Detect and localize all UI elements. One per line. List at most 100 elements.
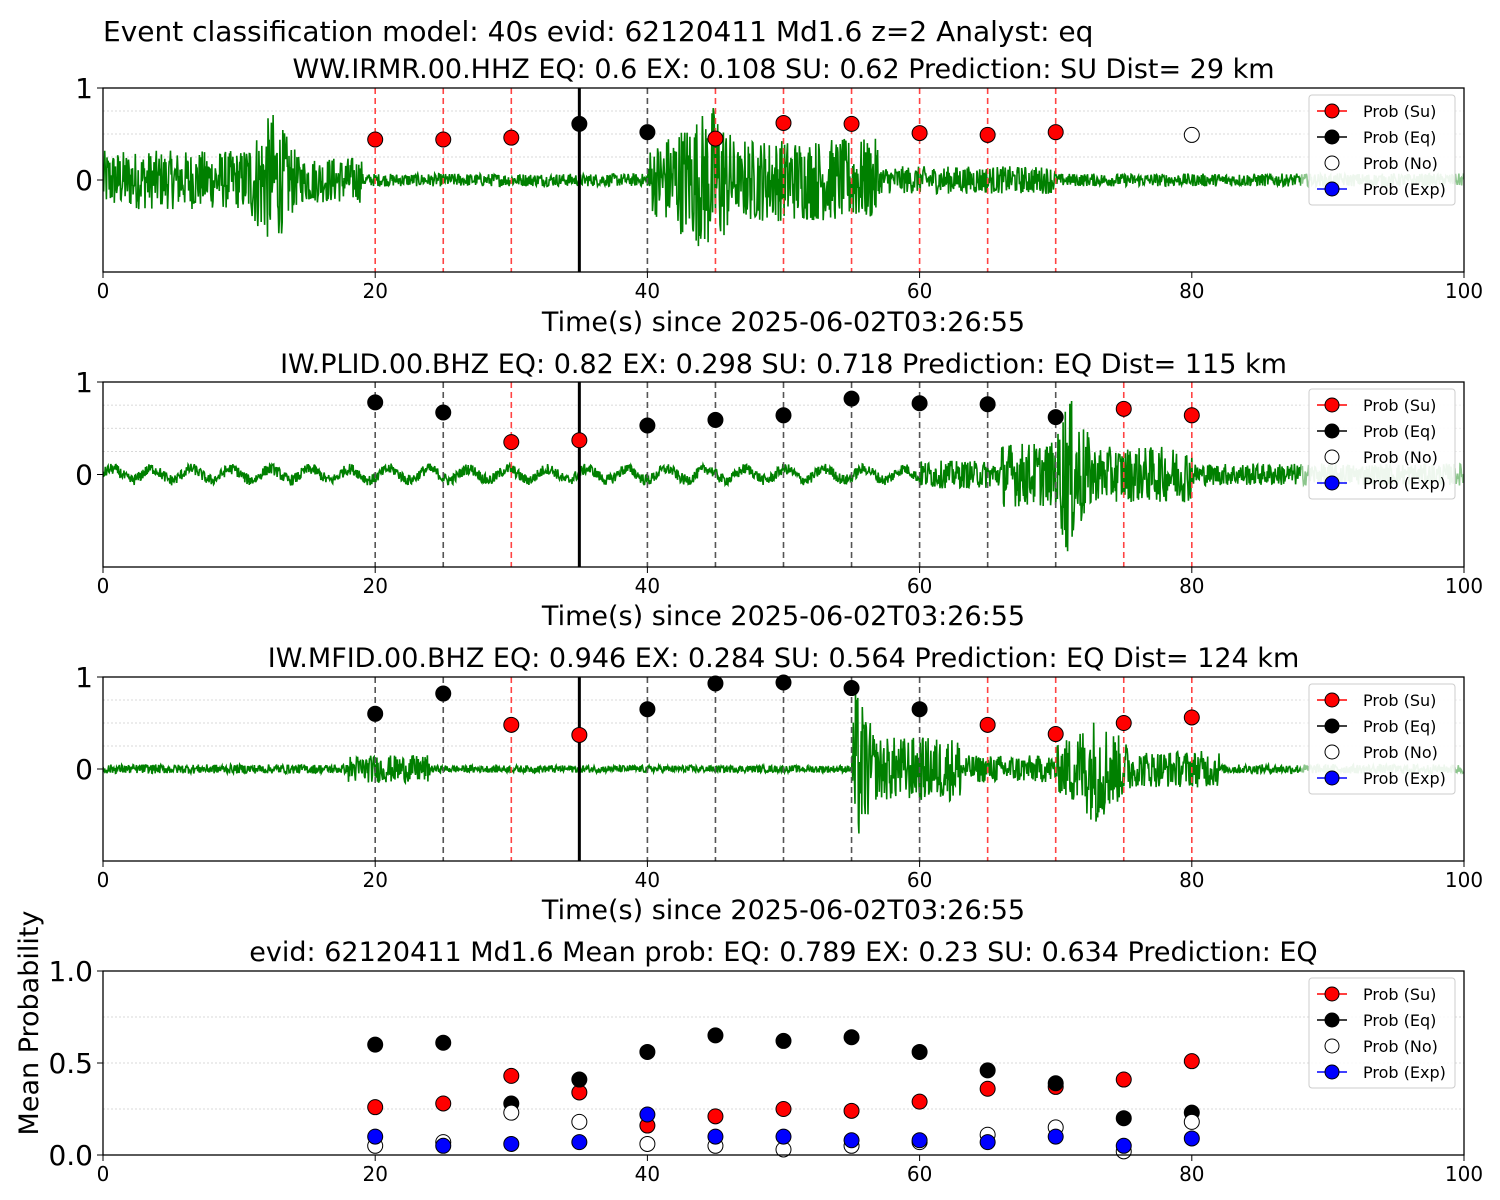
mean-prob-point-exp-30 <box>503 1135 520 1152</box>
prob-point-su-70 <box>1047 726 1064 743</box>
legend-frame <box>1308 388 1456 500</box>
legend-label-no: Prob (No) <box>1363 448 1438 467</box>
waveform-trace <box>103 400 1464 552</box>
prob-point-eq-35 <box>571 115 588 132</box>
legend-marker-exp <box>1324 181 1340 197</box>
x-axis-label: Time(s) since 2025-06-02T03:26:55 <box>541 895 1025 926</box>
mean-prob-point-eq-25 <box>435 1034 452 1051</box>
legend-marker-su <box>1324 103 1340 119</box>
mean-prob-point-eq-55 <box>843 1029 860 1046</box>
mean-prob-point-su-45 <box>707 1108 724 1125</box>
prob-point-eq-20 <box>367 705 384 722</box>
xtick-label: 40 <box>635 279 660 303</box>
legend-marker-eq <box>1324 718 1340 734</box>
mean-prob-point-su-50 <box>775 1101 792 1117</box>
mean-prob-point-eq-35 <box>571 1071 588 1088</box>
mean-prob-point-su-20 <box>367 1099 384 1116</box>
xtick-label: 100 <box>1445 279 1483 303</box>
ytick-label: 0 <box>75 753 93 786</box>
panel-1: 0 20 40 60 80 100 0 1 WW.IRMR.00.HHZ EQ: 0.6 EX:… <box>75 54 1483 338</box>
xtick-label: 80 <box>1179 279 1204 303</box>
xtick-label: 0 <box>97 1162 110 1186</box>
prob-point-eq-55 <box>843 390 860 407</box>
prob-point-eq-60 <box>911 701 928 718</box>
xtick-label: 80 <box>1179 868 1204 892</box>
legend-label-exp: Prob (Exp) <box>1363 474 1446 493</box>
x-axis-label: Time(s) since 2025-06-02T03:26:55 <box>541 307 1025 338</box>
prob-point-su-45 <box>707 130 724 147</box>
xtick-label: 40 <box>635 1162 660 1186</box>
xtick-label: 20 <box>362 574 387 598</box>
prob-point-eq-40 <box>639 124 656 141</box>
prob-point-su-35 <box>571 432 588 449</box>
legend-label-exp: Prob (Exp) <box>1363 1063 1446 1082</box>
prob-point-su-70 <box>1047 124 1064 141</box>
mean-prob-point-exp-70 <box>1047 1128 1064 1145</box>
mean-prob-point-su-65 <box>979 1080 996 1097</box>
prob-point-eq-25 <box>435 685 452 702</box>
legend-frame <box>1308 683 1456 795</box>
mean-prob-point-eq-70 <box>1047 1075 1064 1092</box>
mean-prob-point-eq-75 <box>1115 1110 1132 1127</box>
panel-3: 0 20 40 60 80 100 0 1 IW.MFID.00.BHZ EQ: 0.946 E… <box>75 643 1483 926</box>
mean-prob-point-su-30 <box>503 1067 520 1084</box>
legend-label-eq: Prob (Eq) <box>1363 1011 1436 1030</box>
mean-prob-point-exp-75 <box>1115 1137 1132 1154</box>
xtick-label: 60 <box>907 574 932 598</box>
prob-point-no-80 <box>1183 126 1200 143</box>
legend-label-su: Prob (Su) <box>1363 396 1436 415</box>
mean-prob-point-eq-65 <box>979 1062 996 1079</box>
xtick-label: 20 <box>362 1162 387 1186</box>
prob-point-su-65 <box>979 716 996 733</box>
mean-prob-point-su-60 <box>911 1093 928 1110</box>
mean-prob-point-su-25 <box>435 1095 452 1112</box>
legend-marker-exp <box>1324 475 1340 491</box>
xtick-label: 80 <box>1179 1162 1204 1186</box>
mean-prob-point-su-55 <box>843 1102 860 1119</box>
mean-prob-point-exp-50 <box>775 1128 792 1145</box>
xtick-label: 60 <box>907 868 932 892</box>
xtick-label: 60 <box>907 1162 932 1186</box>
legend-marker-su <box>1324 692 1340 708</box>
x-axis-label: Time(s) since 2025-06-02T03:26:55 <box>541 601 1025 632</box>
panel-title: IW.MFID.00.BHZ EQ: 0.946 EX: 0.284 SU: 0… <box>268 643 1300 674</box>
figure-suptitle: Event classification model: 40s evid: 62… <box>103 15 1093 48</box>
prob-point-su-60 <box>911 125 928 142</box>
prob-point-su-30 <box>503 716 520 733</box>
legend-marker-no <box>1324 744 1340 760</box>
xtick-label: 20 <box>362 279 387 303</box>
prob-point-eq-60 <box>911 395 928 412</box>
xtick-label: 60 <box>907 279 932 303</box>
prob-point-su-75 <box>1115 400 1132 417</box>
prob-point-su-30 <box>503 129 520 146</box>
prob-point-su-55 <box>843 115 860 132</box>
mean-prob-point-eq-40 <box>639 1043 656 1060</box>
legend: Prob (Su) Prob (Eq) Prob (No) Prob (Exp) <box>1308 977 1456 1089</box>
mean-prob-point-no-80 <box>1183 1113 1200 1130</box>
legend-label-no: Prob (No) <box>1363 154 1438 173</box>
mean-prob-point-no-40 <box>639 1135 656 1152</box>
mean-prob-point-exp-45 <box>707 1128 724 1145</box>
legend-marker-no <box>1324 449 1340 465</box>
prob-point-su-80 <box>1183 709 1200 726</box>
legend-label-exp: Prob (Exp) <box>1363 769 1446 788</box>
legend-label-eq: Prob (Eq) <box>1363 422 1436 441</box>
mean-prob-point-exp-60 <box>911 1132 928 1149</box>
xtick-label: 40 <box>635 574 660 598</box>
legend-marker-su <box>1324 397 1340 413</box>
mean-prob-point-exp-20 <box>367 1128 384 1145</box>
legend-label-eq: Prob (Eq) <box>1363 717 1436 736</box>
legend-marker-exp <box>1324 770 1340 786</box>
xtick-label: 100 <box>1445 868 1483 892</box>
ytick-label: 0.5 <box>48 1047 93 1080</box>
prob-point-eq-70 <box>1047 409 1064 426</box>
legend-label-eq: Prob (Eq) <box>1363 128 1436 147</box>
mean-prob-point-eq-50 <box>775 1032 792 1049</box>
legend: Prob (Su) Prob (Eq) Prob (No) Prob (Exp) <box>1308 683 1456 795</box>
xtick-label: 80 <box>1179 574 1204 598</box>
ytick-label: 1 <box>75 72 93 105</box>
legend-frame <box>1308 977 1456 1089</box>
xtick-label: 100 <box>1445 574 1483 598</box>
